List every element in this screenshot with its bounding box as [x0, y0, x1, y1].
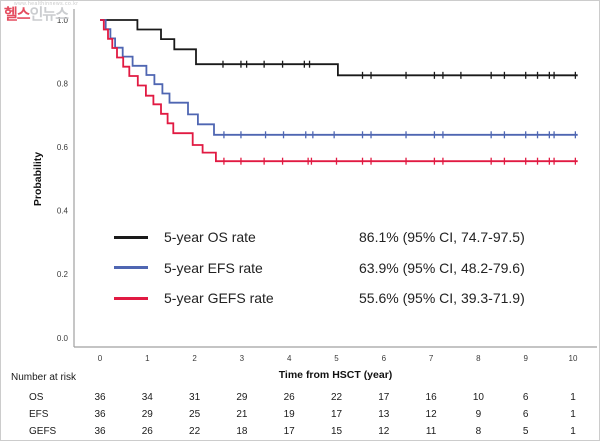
- risk-value: 9: [475, 408, 482, 420]
- series-path-efs: [100, 19, 578, 136]
- risk-value: 34: [141, 392, 153, 403]
- risk-value: 36: [94, 426, 106, 437]
- y-axis-title: Probability: [32, 151, 44, 207]
- x-tick-label: 8: [476, 354, 481, 363]
- risk-row-label: OS: [29, 392, 44, 403]
- x-tick-label: 5: [334, 354, 339, 363]
- risk-value: 6: [522, 408, 529, 420]
- x-tick-label: 2: [192, 354, 197, 363]
- y-tick-label: 0.2: [57, 270, 69, 279]
- risk-value: 25: [189, 408, 201, 420]
- risk-value: 1: [570, 408, 576, 420]
- watermark-brand: 헬스인뉴스: [4, 7, 78, 22]
- x-tick-label: 10: [569, 354, 578, 363]
- watermark-brand-red: 헬스: [4, 6, 31, 23]
- y-tick-label: 0.6: [57, 143, 69, 152]
- risk-row-efs: EFS 36 29 25 21 19 17 13 12 9 6 1: [1, 408, 599, 421]
- x-tick-label: 0: [98, 354, 103, 363]
- risk-value: 22: [330, 392, 343, 403]
- risk-row-label: EFS: [29, 408, 49, 420]
- legend-value-os: 86.1% (95% CI, 74.7-97.5): [359, 229, 525, 246]
- legend-label-gefs: 5-year GEFS rate: [164, 290, 274, 307]
- x-tick-label: 4: [287, 354, 292, 363]
- x-tick-label: 7: [429, 354, 434, 363]
- watermark-brand-gray: 인뉴스: [29, 6, 69, 23]
- risk-row-label: GEFS: [29, 426, 57, 437]
- risk-value: 13: [378, 408, 390, 420]
- risk-value: 1: [570, 426, 576, 437]
- y-tick-label: 0.4: [57, 207, 69, 216]
- risk-value: 6: [522, 392, 529, 403]
- risk-value: 5: [522, 426, 529, 437]
- series-path-os: [100, 19, 578, 77]
- efs-line-swatch: [114, 266, 148, 270]
- x-tick-label: 1: [145, 354, 150, 363]
- risk-value: 19: [283, 408, 295, 420]
- x-tick-label: 3: [240, 354, 245, 363]
- risk-value: 31: [189, 392, 201, 403]
- legend-label-os: 5-year OS rate: [164, 229, 256, 246]
- legend-value-efs: 63.9% (95% CI, 48.2-79.6): [359, 259, 525, 276]
- risk-value: 17: [378, 392, 390, 403]
- risk-value: 16: [425, 392, 437, 403]
- legend-label-efs: 5-year EFS rate: [164, 259, 263, 276]
- risk-value: 29: [236, 392, 248, 403]
- risk-value: 10: [472, 392, 484, 403]
- risk-value: 18: [236, 426, 248, 437]
- risk-value: 22: [189, 426, 201, 437]
- y-tick-label: 0.0: [57, 334, 69, 343]
- gefs-line-swatch: [114, 296, 148, 300]
- legend-row-gefs: 5-year GEFS rate 55.6% (95% CI, 39.3-71.…: [111, 283, 525, 314]
- risk-table-title: Number at risk: [11, 372, 77, 383]
- series-path-gefs: [100, 19, 578, 163]
- y-tick-label: 1.0: [57, 16, 69, 25]
- risk-row-gefs: GEFS 36 26 22 18 17 15 12 11 8 5 1: [1, 426, 599, 438]
- risk-value: 1: [570, 392, 576, 403]
- watermark-url: www.healthinnews.co.kr: [14, 1, 79, 7]
- x-axis-title: Time from HSCT (year): [278, 369, 393, 381]
- legend-value-gefs: 55.6% (95% CI, 39.3-71.9): [359, 290, 525, 307]
- risk-value: 26: [283, 392, 295, 403]
- watermark-logo: www.healthinnews.co.kr 헬스인뉴스: [4, 1, 79, 23]
- risk-value: 36: [94, 408, 106, 420]
- risk-value: 15: [330, 426, 343, 437]
- risk-value: 11: [425, 426, 437, 437]
- risk-row-os: OS 36 34 31 29 26 22 17 16 10 6 1: [1, 392, 599, 404]
- risk-value: 12: [425, 408, 437, 420]
- os-line-swatch: [114, 235, 148, 239]
- risk-value: 17: [283, 426, 295, 437]
- risk-value: 26: [141, 426, 153, 437]
- y-tick-label: 0.8: [57, 79, 69, 88]
- risk-value: 29: [141, 408, 153, 420]
- legend: 5-year OS rate 86.1% (95% CI, 74.7-97.5)…: [111, 222, 525, 314]
- risk-value: 17: [330, 408, 343, 420]
- x-tick-label: 9: [523, 354, 528, 363]
- legend-row-os: 5-year OS rate 86.1% (95% CI, 74.7-97.5): [111, 222, 525, 253]
- legend-row-efs: 5-year EFS rate 63.9% (95% CI, 48.2-79.6…: [111, 253, 525, 284]
- risk-value: 36: [94, 392, 106, 403]
- x-tick-label: 6: [382, 354, 387, 363]
- risk-value: 8: [475, 426, 482, 437]
- risk-value: 12: [378, 426, 390, 437]
- risk-value: 21: [236, 408, 248, 420]
